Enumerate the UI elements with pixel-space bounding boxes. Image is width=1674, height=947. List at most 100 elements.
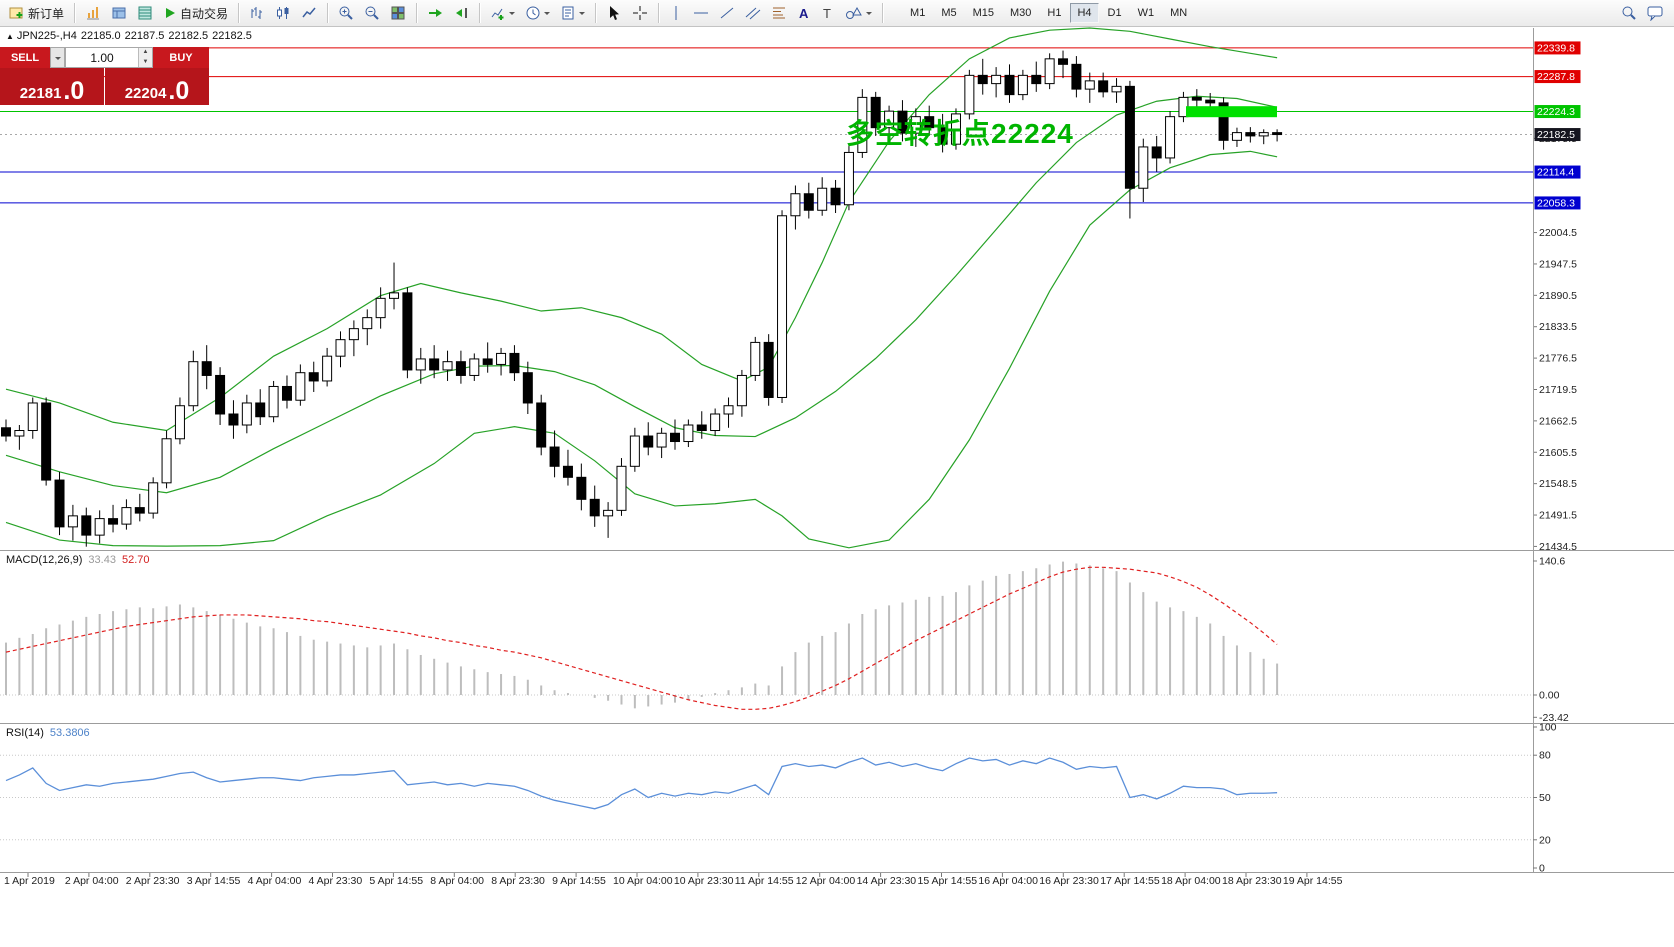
macd-axis: 140.6 0.00 -23.42: [1533, 556, 1569, 724]
ohlc-low: 22182.5: [168, 30, 209, 42]
search-icon: [1622, 6, 1636, 20]
candlestick-mode-button[interactable]: [271, 1, 295, 25]
tile-windows-icon: [391, 6, 405, 20]
rsi-line: [5, 757, 1278, 810]
svg-text:T: T: [823, 6, 831, 21]
trendline-tool-button[interactable]: [715, 1, 739, 25]
shapes-tool-button[interactable]: [841, 1, 876, 25]
svg-text:18 Apr 23:30: 18 Apr 23:30: [1222, 875, 1282, 887]
stepper-down-icon[interactable]: ▼: [139, 57, 152, 67]
zoom-in-button[interactable]: [334, 1, 358, 25]
candlestick-icon: [277, 7, 289, 19]
svg-text:5 Apr 14:55: 5 Apr 14:55: [369, 875, 423, 887]
chevron-down-icon: [54, 56, 61, 63]
fibonacci-icon: [773, 7, 786, 19]
svg-text:21776.5: 21776.5: [1539, 353, 1577, 365]
symbol-name: JPN225-,H4: [16, 30, 77, 42]
rsi-value: 53.3806: [49, 727, 90, 739]
symbol-marker-icon: ▲: [6, 32, 14, 41]
bar-chart-mode-button[interactable]: [245, 1, 269, 25]
new-chart-button[interactable]: [81, 1, 105, 25]
templates-button[interactable]: [556, 1, 589, 25]
buy-price-frac: .0: [168, 76, 190, 105]
price-axis: 22175.522004.521947.521890.521833.521776…: [1533, 133, 1577, 553]
auto-scroll-button[interactable]: [423, 1, 447, 25]
sell-price-frac: .0: [63, 76, 85, 105]
timeframe-M1[interactable]: M1: [910, 7, 926, 19]
sell-price-button[interactable]: 22181 .0: [0, 68, 104, 105]
new-order-button[interactable]: 新订单: [5, 1, 68, 25]
cursor-button[interactable]: [602, 1, 626, 25]
chat-button[interactable]: [1643, 1, 1669, 25]
svg-text:22182.5: 22182.5: [1537, 129, 1575, 141]
line-chart-mode-button[interactable]: [297, 1, 321, 25]
svg-text:21719.5: 21719.5: [1539, 384, 1577, 396]
separator: [595, 3, 597, 23]
timeframe-M5[interactable]: M5: [941, 7, 957, 19]
channel-tool-button[interactable]: [741, 1, 765, 25]
svg-text:21890.5: 21890.5: [1539, 290, 1577, 302]
timeframe-M15[interactable]: M15: [972, 7, 994, 19]
svg-text:9 Apr 14:55: 9 Apr 14:55: [552, 875, 606, 887]
periods-button[interactable]: [521, 1, 554, 25]
lot-size-input[interactable]: 1.00 ▲ ▼: [65, 47, 153, 68]
tile-windows-button[interactable]: [386, 1, 410, 25]
chart-shift-button[interactable]: [449, 1, 473, 25]
buy-button[interactable]: BUY: [153, 47, 209, 68]
level-lines: [0, 47, 1533, 204]
crosshair-button[interactable]: [628, 1, 652, 25]
svg-text:10 Apr 23:30: 10 Apr 23:30: [674, 875, 734, 887]
profiles-button[interactable]: [107, 1, 131, 25]
ohlc-close: 22182.5: [212, 30, 252, 42]
svg-text:21548.5: 21548.5: [1539, 478, 1577, 490]
search-button[interactable]: [1617, 1, 1641, 25]
indicators-button[interactable]: [486, 1, 519, 25]
market-watch-button[interactable]: [133, 1, 157, 25]
timeframe-W1[interactable]: W1: [1137, 7, 1155, 19]
order-type-dropdown[interactable]: [50, 47, 65, 68]
autotrading-button[interactable]: 自动交易: [159, 1, 232, 25]
timeframe-MN[interactable]: MN: [1170, 7, 1188, 19]
svg-text:8 Apr 04:00: 8 Apr 04:00: [430, 875, 484, 887]
timeframe-M30[interactable]: M30: [1010, 7, 1032, 19]
chevron-down-icon: [866, 12, 873, 18]
chevron-down-icon: [544, 12, 551, 18]
svg-text:2 Apr 23:30: 2 Apr 23:30: [126, 875, 180, 887]
text-tool-button[interactable]: A: [793, 1, 815, 25]
template-icon: [562, 6, 574, 20]
new-chart-icon: [87, 7, 100, 20]
label-tool-button[interactable]: T: [817, 1, 839, 25]
lot-stepper[interactable]: ▲ ▼: [138, 48, 152, 67]
svg-text:14 Apr 23:30: 14 Apr 23:30: [857, 875, 917, 887]
timeframe-D1[interactable]: D1: [1107, 7, 1122, 19]
timeframe-H1[interactable]: H1: [1047, 7, 1062, 19]
text-icon: A: [799, 6, 809, 21]
svg-text:3 Apr 14:55: 3 Apr 14:55: [187, 875, 241, 887]
vertical-line-tool-button[interactable]: [665, 1, 687, 25]
svg-text:22339.8: 22339.8: [1537, 42, 1575, 54]
timeframe-H4[interactable]: H4: [1070, 3, 1099, 23]
stepper-up-icon[interactable]: ▲: [139, 48, 152, 58]
macd-signal-value: 52.70: [121, 554, 150, 566]
horizontal-line-tool-button[interactable]: [689, 1, 713, 25]
svg-text:4 Apr 04:00: 4 Apr 04:00: [248, 875, 302, 887]
timeframe-group: M1 M5 M15 M30 H1 H4 D1 W1 MN: [902, 3, 1195, 23]
separator: [327, 3, 329, 23]
fibonacci-tool-button[interactable]: [767, 1, 791, 25]
pane-separators: [0, 28, 1674, 874]
svg-text:50: 50: [1539, 792, 1551, 804]
buy-price-button[interactable]: 22204 .0: [105, 68, 209, 105]
svg-text:16 Apr 04:00: 16 Apr 04:00: [978, 875, 1038, 887]
profiles-icon: [112, 7, 126, 19]
zoom-out-button[interactable]: [360, 1, 384, 25]
sell-button[interactable]: SELL: [0, 47, 50, 68]
one-click-trading-panel: SELL 1.00 ▲ ▼ BUY 22181 .0 22204 .0: [0, 47, 209, 105]
bollinger-middle: [5, 95, 1278, 494]
shapes-icon: [846, 6, 862, 19]
svg-text:21833.5: 21833.5: [1539, 321, 1577, 333]
separator: [238, 3, 240, 23]
svg-text:17 Apr 14:55: 17 Apr 14:55: [1100, 875, 1160, 887]
auto-scroll-icon: [429, 9, 443, 17]
rsi-pane: 100 80 50 20 0: [0, 722, 1557, 875]
